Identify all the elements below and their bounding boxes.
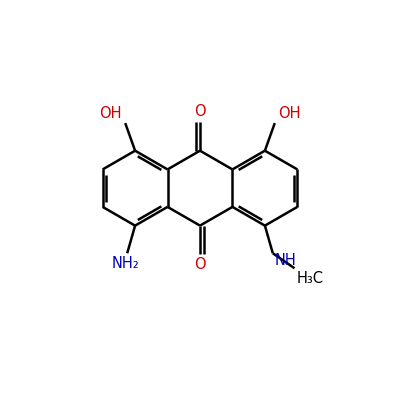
Text: H₃C: H₃C — [296, 271, 324, 286]
Text: OH: OH — [100, 106, 122, 121]
Text: NH₂: NH₂ — [111, 256, 139, 272]
Text: NH: NH — [275, 253, 296, 268]
Text: OH: OH — [278, 106, 300, 121]
Text: O: O — [194, 104, 206, 119]
Text: O: O — [194, 257, 206, 272]
